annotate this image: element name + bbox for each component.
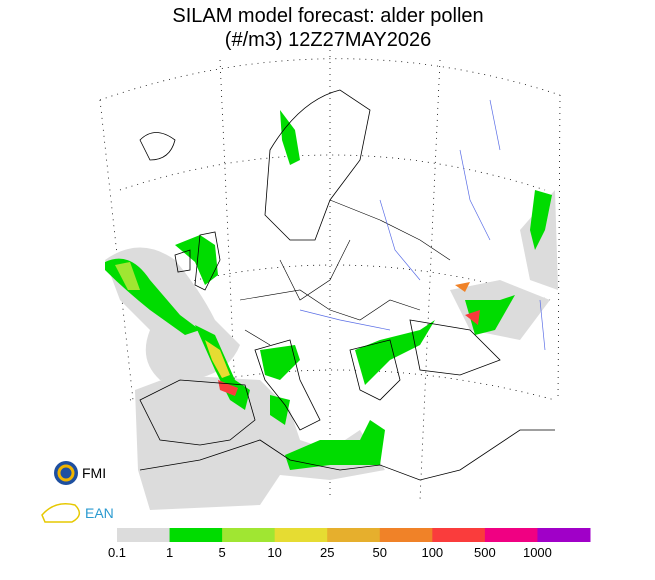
fmi-logo: FMI [54,461,106,485]
colorbar-segment [274,528,328,542]
colorbar-label: 50 [373,545,387,560]
colorbar-segment [327,528,381,542]
colorbar-label: 1000 [523,545,552,560]
colorbar: 0.1 1 5 10 25 50 100 500 1000 [108,528,591,560]
colorbar-label: 10 [267,545,281,560]
title-line-2: (#/m3) 12Z27MAY2026 [225,29,431,51]
colorbar-label: 500 [474,545,496,560]
colorbar-segment [484,528,538,542]
colorbar-segment [222,528,276,542]
title-line-1: SILAM model forecast: alder pollen [172,5,483,27]
fmi-text: FMI [82,465,106,481]
fmi-emblem-ring [57,464,75,482]
colorbar-segment [537,528,591,542]
colorbar-label: 1 [166,545,173,560]
colorbar-segment [169,528,223,542]
map [99,50,561,510]
ean-logo: EAN [41,503,114,523]
colorbar-segment [432,528,486,542]
colorbar-label: 5 [218,545,225,560]
colorbar-label: 100 [421,545,443,560]
ean-emblem [41,503,81,523]
colorbar-label: 0.1 [108,545,126,560]
ean-text: EAN [85,505,114,521]
colorbar-label: 25 [320,545,334,560]
colorbar-segment [117,528,171,542]
colorbar-segment [379,528,433,542]
